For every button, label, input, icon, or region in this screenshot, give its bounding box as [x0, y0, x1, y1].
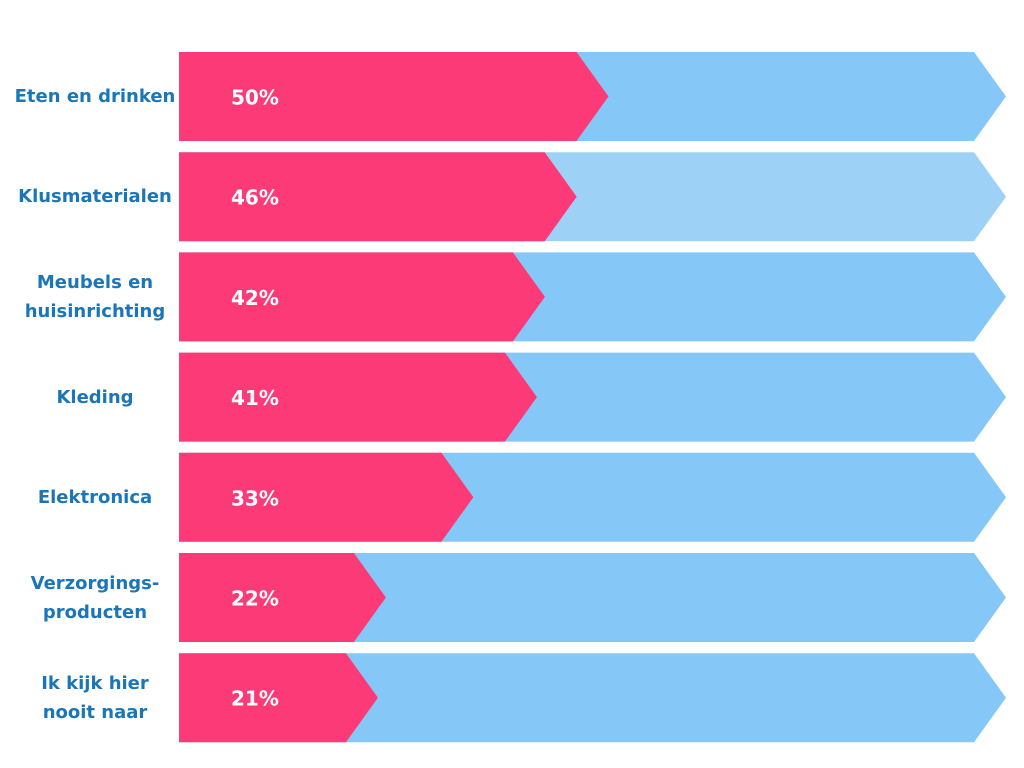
value-bar [179, 352, 537, 442]
category-label: Eten en drinken [12, 52, 178, 141]
category-label-line: producten [42, 601, 148, 623]
category-label: Klusmaterialen [12, 152, 178, 241]
category-label: Meubels en huisinrichting [12, 252, 178, 341]
value-bar [179, 52, 609, 141]
category-label-line: Klusmaterialen [18, 186, 172, 208]
value-label: 42% [231, 286, 279, 310]
value-bar [179, 452, 474, 542]
value-bar [179, 152, 577, 242]
value-label: 33% [231, 486, 279, 510]
category-label: Elektronica [12, 453, 178, 542]
track-bar [179, 653, 1006, 743]
category-label-line: huisinrichting [24, 300, 166, 322]
value-label: 50% [231, 86, 279, 110]
value-label: 41% [231, 386, 279, 410]
value-bar [179, 252, 545, 342]
category-label-line: Elektronica [37, 486, 153, 508]
value-label: 46% [231, 186, 279, 210]
value-bar [179, 653, 378, 743]
category-label-line: Kleding [56, 386, 134, 408]
category-label-line: Eten en drinken [14, 86, 176, 107]
category-label-line: Meubels en [36, 271, 154, 293]
value-label: 21% [231, 687, 279, 711]
category-label: Verzorgings-producten [12, 553, 178, 642]
value-label: 22% [231, 587, 279, 611]
category-label-line: Ik kijk hier [41, 672, 149, 694]
value-bar [179, 553, 386, 642]
category-label-line: nooit naar [42, 701, 148, 723]
category-label: Ik kijk hier nooit naar [12, 653, 178, 742]
track-bar [179, 553, 1006, 642]
category-label-line: Verzorgings- [30, 572, 160, 594]
category-label: Kleding [12, 353, 178, 442]
